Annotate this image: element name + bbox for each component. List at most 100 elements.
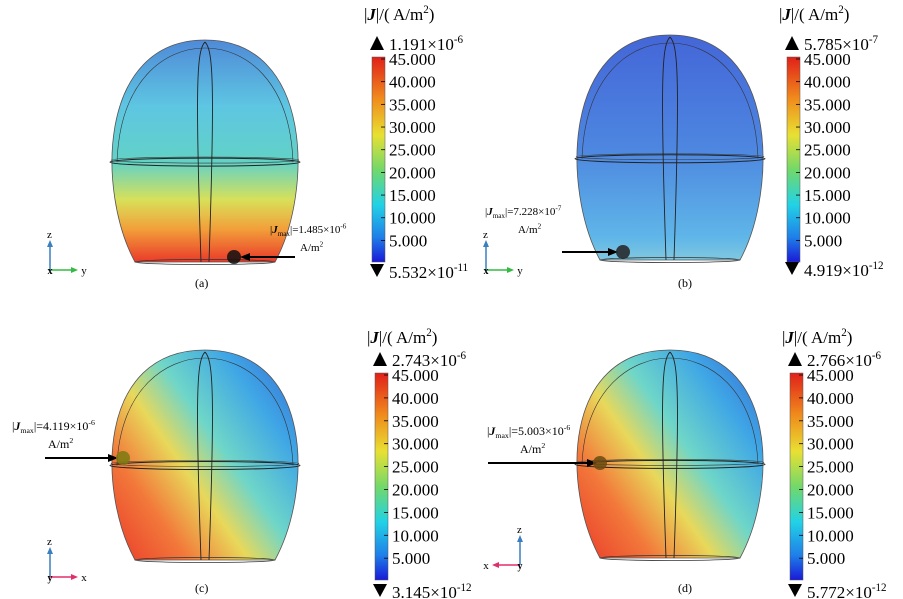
axis-label: x [483,560,489,572]
text-part: -12 [872,582,887,594]
max-marker [785,36,799,50]
text-part: J [486,206,493,218]
model-body [576,34,764,261]
colorbar-tick-label: 25.000 [804,141,851,160]
text-part: -6 [88,418,95,427]
colorbar-tick-label: 30.000 [804,118,851,137]
text-part: |=1.485×10 [290,224,341,236]
colorbar-title: |J|/( A/m2) [779,4,849,24]
wire-ring [116,357,294,466]
text-part: | [270,224,272,236]
panel-caption: (b) [678,276,692,290]
text-part: 2 [541,441,545,450]
text-part: -6 [872,350,882,362]
colorbar-tick-label: 20.000 [807,480,854,499]
axis-head [483,240,489,247]
colorbar-tick-label: 5.000 [392,549,430,568]
text-part: |/( A/m [376,5,423,24]
text-part: | [779,5,782,24]
wire-ring [116,47,294,163]
colorbar-tick-label: 20.000 [392,480,439,499]
axis-head [47,547,53,554]
text-part: A/m [48,437,70,451]
text-part: 2 [426,327,432,339]
wire-ring [575,153,765,161]
text-part: J [366,5,376,24]
axis-head [492,562,499,568]
text-part: J [488,424,496,438]
text-part: A/m [518,224,538,236]
max-point [116,451,130,465]
text-part: |/( A/m [794,328,841,347]
colorbar-tick-label: 5.000 [804,231,842,250]
annotation-value: |Jmax|=7.228×10-7 [485,205,562,220]
colorbar [371,56,386,263]
text-part: 2 [841,327,847,339]
axis-label: x [81,572,87,584]
wire-ring [662,351,678,559]
arrow-head [587,459,597,467]
colorbar-tick-label: 15.000 [807,503,854,522]
colorbar-max: 2.766×10-6 [807,350,882,370]
arrow-head [608,248,618,256]
colorbar-tick-label: 45.000 [392,366,439,385]
text-part: | [364,5,367,24]
colorbar-tick-label: 15.000 [389,186,436,205]
min-marker [373,584,387,597]
text-part: 3.145×10 [392,583,457,599]
colorbar [786,56,801,263]
max-marker [370,36,384,50]
axis-label: y [517,265,523,277]
colorbar [374,372,389,581]
colorbar-tick-label: 45.000 [389,50,436,69]
text-part: ) [432,328,438,347]
axis-head [71,574,78,580]
colorbar-tick-label: 20.000 [389,163,436,182]
min-marker [788,584,802,597]
colorbar-min: 5.532×10-11 [389,262,468,282]
text-part: -6 [454,34,464,46]
text-part: -11 [454,262,468,274]
wire-ring [197,351,213,561]
text-part: 5.532×10 [389,263,454,282]
text-part: | [782,328,785,347]
axis-head [517,535,523,542]
text-part: max [278,230,291,238]
text-part: 4.919×10 [804,261,869,280]
colorbar-tick-label: 30.000 [389,118,436,137]
colorbar-tick-label: 45.000 [804,50,851,69]
arrow-head [240,253,250,261]
text-part: 5.772×10 [807,583,872,599]
base-ring [134,557,276,563]
colorbar-tick-label: 40.000 [392,389,439,408]
axis-label: y [518,561,523,572]
colorbar-tick-label: 35.000 [392,412,439,431]
wire-ring [662,36,678,261]
text-part: | [12,419,14,433]
axis-head [71,267,78,273]
text-part: -6 [457,350,467,362]
axis-label: y [48,573,53,584]
colorbar-tick-label: 10.000 [804,209,851,228]
text-part: max [493,212,506,220]
text-part: -7 [555,205,561,213]
axis-head [507,267,514,273]
text-part: | [485,206,487,218]
colorbar [789,372,804,581]
colorbar-tick-label: 35.000 [389,95,436,114]
text-part: 2 [320,241,324,249]
wire-ring [574,154,766,164]
text-part: max [20,426,34,435]
colorbar-tick-label: 30.000 [807,435,854,454]
max-point [616,245,630,259]
colorbar-tick-label: 35.000 [804,95,851,114]
wire-ring [581,357,759,465]
colorbar-min: 3.145×10-12 [392,582,472,599]
colorbar-tick-label: 45.000 [807,366,854,385]
text-part: 2 [69,436,73,445]
wire-ring [574,459,766,469]
colorbar-tick-label: 5.000 [389,231,427,250]
axis-head [47,240,53,247]
text-part: | [367,328,370,347]
